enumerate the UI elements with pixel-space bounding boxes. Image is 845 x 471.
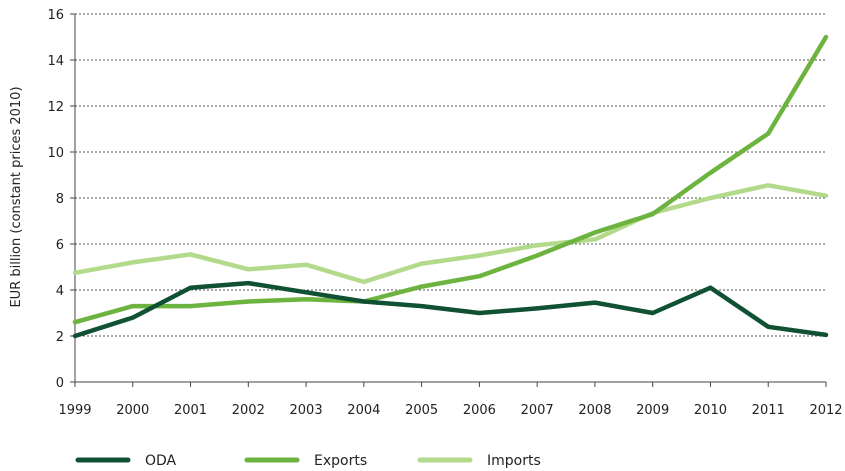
x-tick-label: 2011 bbox=[752, 403, 785, 418]
y-tick-label: 14 bbox=[47, 54, 64, 69]
x-tick-label: 2009 bbox=[636, 403, 669, 418]
y-tick-label: 0 bbox=[56, 376, 64, 391]
x-tick-label: 2010 bbox=[694, 403, 727, 418]
x-tick-label: 1999 bbox=[58, 403, 91, 418]
y-tick-label: 10 bbox=[47, 146, 64, 161]
series-line-imports bbox=[72, 183, 829, 285]
series-line-exports bbox=[72, 34, 829, 325]
x-tick-label: 2006 bbox=[463, 403, 496, 418]
x-tick-label: 2002 bbox=[232, 403, 265, 418]
x-tick-label: 2007 bbox=[521, 403, 554, 418]
series-line-oda bbox=[72, 280, 829, 339]
y-axis-title: EUR billion (constant prices 2010) bbox=[9, 86, 24, 307]
legend-label-imports: Imports bbox=[487, 453, 541, 469]
legend-label-exports: Exports bbox=[314, 453, 367, 469]
x-tick-label: 2001 bbox=[174, 403, 207, 418]
x-tick-label: 2012 bbox=[809, 403, 842, 418]
legend: ODA Exports Imports bbox=[75, 453, 541, 469]
y-tick-label: 16 bbox=[47, 8, 64, 23]
y-axis-ticks: 0 2 4 6 8 10 12 14 16 bbox=[47, 8, 75, 391]
x-tick-label: 2003 bbox=[290, 403, 323, 418]
x-tick-label: 2008 bbox=[578, 403, 611, 418]
x-tick-label: 2005 bbox=[405, 403, 438, 418]
y-tick-label: 2 bbox=[56, 330, 64, 345]
x-axis-ticks: 1999 2000 2001 2002 2003 2004 2005 2006 2007 2008… bbox=[58, 382, 843, 418]
series-lines bbox=[72, 34, 829, 339]
y-tick-label: 8 bbox=[56, 192, 64, 207]
y-tick-label: 4 bbox=[56, 284, 64, 299]
x-tick-label: 2004 bbox=[347, 403, 380, 418]
legend-label-oda: ODA bbox=[145, 453, 177, 469]
x-tick-label: 2000 bbox=[116, 403, 149, 418]
y-tick-label: 6 bbox=[56, 238, 64, 253]
y-tick-label: 12 bbox=[47, 100, 64, 115]
